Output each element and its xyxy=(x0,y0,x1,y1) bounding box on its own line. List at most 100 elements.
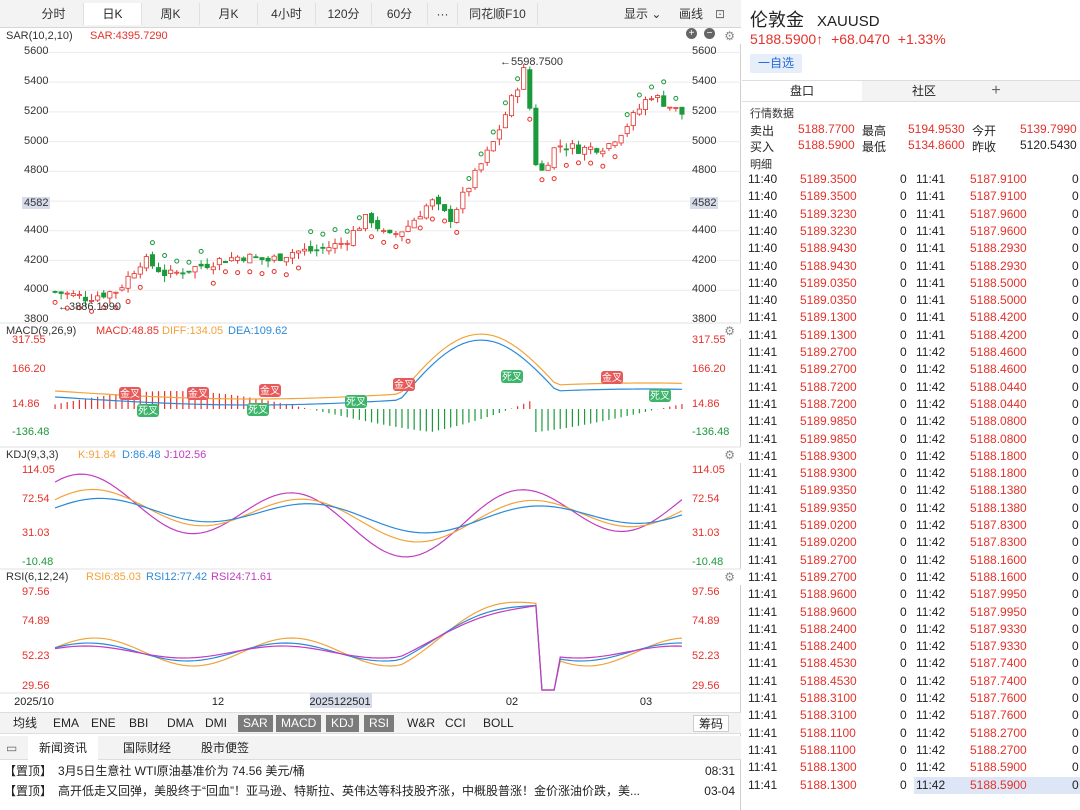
tab-intl-finance[interactable]: 国际财经 xyxy=(122,741,171,755)
zoom-out-icon[interactable]: − xyxy=(704,28,715,39)
indicator-tab-rsi[interactable]: RSI xyxy=(364,715,395,732)
indicator-tab-wr[interactable]: W&R xyxy=(407,716,435,730)
tab-orderbook[interactable]: 盘口 xyxy=(742,81,862,101)
tab-community[interactable]: 社区 xyxy=(911,84,936,98)
macd-tick-right: 317.55 xyxy=(692,334,726,346)
candle xyxy=(642,99,648,110)
display-menu[interactable]: 显示 ⌄ xyxy=(624,3,661,25)
tf-120m[interactable]: 120分 xyxy=(316,3,372,25)
candle xyxy=(137,266,143,275)
tick-price: 5187.8300 xyxy=(970,535,1027,550)
rsi-tick-right: 97.56 xyxy=(692,586,720,598)
add-tab-icon[interactable]: + xyxy=(991,82,1001,99)
tick-price: 5189.1300 xyxy=(800,327,857,342)
tf-4h[interactable]: 4小时 xyxy=(258,3,316,25)
tick-volume: 0 xyxy=(1072,206,1079,221)
candle xyxy=(210,266,216,271)
panel-toggle-icon[interactable]: ⊡ xyxy=(715,7,726,21)
prev-close-value: 5120.5430 xyxy=(1020,138,1077,152)
tick-price: 5187.7600 xyxy=(970,708,1027,723)
indicator-tab-macd[interactable]: MACD xyxy=(276,715,322,732)
tf-intraday[interactable]: 分时 xyxy=(24,3,84,25)
indicator-tab-dma[interactable]: DMA xyxy=(167,716,194,730)
tick-volume: 0 xyxy=(900,275,907,290)
news-item[interactable]: 【置顶】 高开低走又回弹，美股终于“回血”！亚马逊、特斯拉、英伟达等科技股齐涨，… xyxy=(0,781,741,801)
news-collapse-icon[interactable]: ▭ xyxy=(6,741,18,755)
indicator-tab-cci[interactable]: CCI xyxy=(445,716,466,730)
sar-dot xyxy=(271,269,277,275)
indicator-tab-dmi[interactable]: DMI xyxy=(205,716,227,730)
indicator-tab-[interactable]: 均线 xyxy=(13,716,38,730)
k-line xyxy=(54,488,683,543)
y-tick-label-left: 5400 xyxy=(24,75,49,88)
news-item[interactable]: 【置顶】 3月5日生意社 WTI原油基准价为 74.56 美元/桶 08:31 xyxy=(0,761,741,781)
tick-time: 11:42 xyxy=(916,396,946,411)
indicator-tab-bbi[interactable]: BBI xyxy=(129,716,149,730)
golden-cross-label: 金叉 xyxy=(602,371,622,384)
indicator-tab-ema[interactable]: EMA xyxy=(53,716,80,730)
candle xyxy=(143,256,149,269)
tick-volume: 0 xyxy=(1072,621,1079,636)
candle xyxy=(460,191,466,210)
candle xyxy=(478,163,484,171)
tf-60m[interactable]: 60分 xyxy=(372,3,428,25)
indicator-tab-ene[interactable]: ENE xyxy=(91,716,116,730)
f10-button[interactable]: 同花顺F10 xyxy=(458,3,538,25)
candle xyxy=(472,169,478,189)
y-tick-label-left: 4000 xyxy=(24,283,49,296)
sar-dot xyxy=(320,231,326,237)
kdj-tick-left: 72.54 xyxy=(22,493,50,505)
candle xyxy=(667,106,673,109)
tab-news[interactable]: 新闻资讯 xyxy=(28,736,98,760)
tick-price: 5187.9100 xyxy=(970,189,1027,204)
tick-time: 11:41 xyxy=(748,742,778,757)
gear-icon[interactable]: ⚙ xyxy=(724,570,735,584)
tick-volume: 0 xyxy=(900,466,907,481)
tick-price: 5188.4530 xyxy=(800,673,857,688)
indicator-tab-boll[interactable]: BOLL xyxy=(483,716,514,730)
instrument-name: 伦敦金 xyxy=(750,10,804,30)
gear-icon[interactable]: ⚙ xyxy=(724,324,735,338)
gear-icon[interactable]: ⚙ xyxy=(724,448,735,462)
tick-time: 11:41 xyxy=(748,310,778,325)
candle xyxy=(326,247,332,252)
tf-daily[interactable]: 日K xyxy=(84,3,142,25)
tick-time: 11:41 xyxy=(748,552,778,567)
candle xyxy=(64,292,70,295)
tick-time: 11:40 xyxy=(748,241,778,256)
tick-price: 5187.8300 xyxy=(970,518,1027,532)
y-tick-label-right: 4200 xyxy=(692,253,717,266)
tick-volume: 0 xyxy=(1072,414,1079,429)
indicator-tab-bar: 均线 EMA ENE BBI DMA DMI SAR MACD KDJ RSI W&R CCI BOLL… xyxy=(0,712,741,734)
sar-dot xyxy=(308,229,314,235)
tf-weekly[interactable]: 周K xyxy=(142,3,200,25)
tick-row: 11:40 5189.3500 0 11:41 5187.9100 0 xyxy=(742,171,1080,188)
more-timeframes-button[interactable]: ··· xyxy=(428,3,458,25)
tick-volume: 0 xyxy=(900,639,907,654)
tf-monthly[interactable]: 月K xyxy=(200,3,258,25)
chip-button[interactable]: 筹码 xyxy=(693,715,730,732)
tick-price: 5188.4530 xyxy=(800,656,857,671)
draw-button[interactable]: 画线 xyxy=(679,7,704,21)
tick-volume: 0 xyxy=(900,742,907,757)
prev-close-label: 昨收 xyxy=(972,140,997,154)
add-watchlist-button[interactable]: 一自选 xyxy=(750,54,802,73)
tick-volume: 0 xyxy=(900,396,907,411)
candle xyxy=(484,149,490,163)
detail-label: 明细 xyxy=(750,159,772,171)
indicator-tab-kdj[interactable]: KDJ xyxy=(326,715,359,732)
macd-tick-left: 317.55 xyxy=(12,334,46,346)
tick-price: 5187.9330 xyxy=(970,621,1027,636)
zoom-in-icon[interactable]: + xyxy=(686,28,697,39)
tick-price: 5187.9330 xyxy=(970,639,1027,654)
tick-volume: 0 xyxy=(1072,725,1079,740)
x-tick-label: 12 xyxy=(212,696,224,708)
j-line xyxy=(54,473,683,558)
gear-icon[interactable]: ⚙ xyxy=(724,29,735,43)
tab-stock-notes[interactable]: 股市便签 xyxy=(200,741,249,755)
indicator-tab-sar[interactable]: SAR xyxy=(238,715,273,732)
tick-volume: 0 xyxy=(1072,708,1079,723)
tick-time: 11:42 xyxy=(916,760,946,775)
candle xyxy=(399,231,405,237)
